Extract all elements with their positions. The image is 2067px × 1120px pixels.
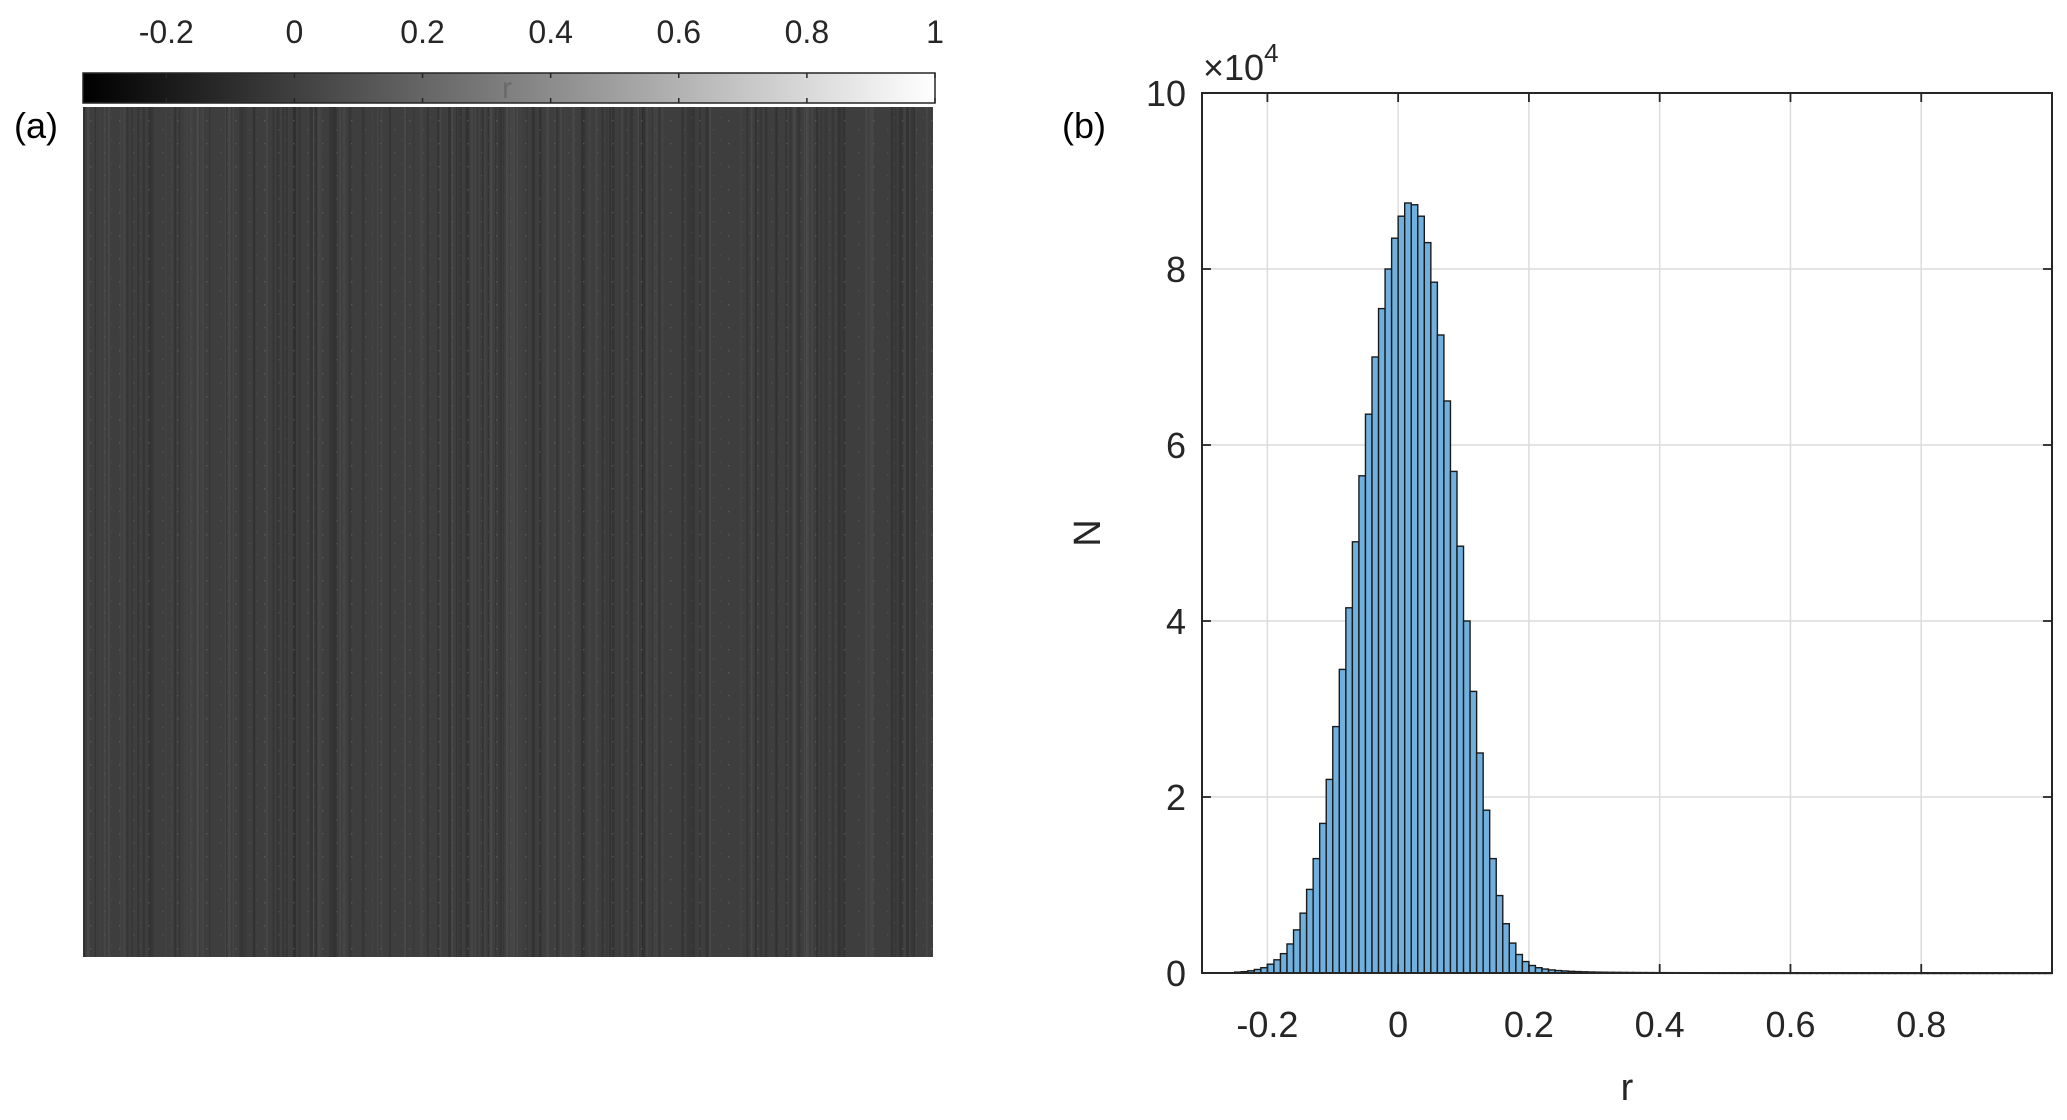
histogram-bar: [1377, 307, 1386, 974]
colorbar-tick-label: 0.4: [528, 14, 572, 50]
histogram-bar: [1345, 607, 1354, 974]
x-tick-label: 0.2: [1504, 1004, 1554, 1045]
histogram-bar: [1299, 912, 1308, 974]
histogram-y-tick-labels: 0 2 4 6 8 10: [1146, 73, 1186, 994]
histogram-bars: [1233, 202, 2053, 975]
colorbar-label: r: [502, 72, 512, 105]
y-tick-label: 10: [1146, 73, 1186, 114]
histogram-bar: [1332, 725, 1341, 974]
colorbar-tick-label: 0: [286, 14, 304, 50]
correlation-image: [83, 107, 933, 957]
colorbar: -0.2 0 0.2 0.4 0.6 0.8 1 r: [82, 14, 944, 105]
y-exponent-power: 4: [1264, 38, 1278, 68]
x-tick-label: -0.2: [1236, 1004, 1298, 1045]
histogram-axes-box: [1201, 92, 2053, 974]
x-tick-label: 0.8: [1896, 1004, 1946, 1045]
colorbar-ticks: [165, 73, 936, 103]
colorbar-tick-label: 0.6: [657, 14, 701, 50]
y-tick-label: 4: [1166, 601, 1186, 642]
histogram-bar: [1443, 400, 1452, 974]
histogram-bar: [1390, 237, 1399, 974]
histogram-bar: [1358, 475, 1367, 974]
histogram-bar: [1417, 215, 1426, 974]
y-axis-label: N: [1067, 519, 1109, 546]
histogram-bar: [1410, 204, 1419, 974]
colorbar-tick-label: -0.2: [139, 14, 194, 50]
histogram-bar: [1502, 923, 1511, 974]
y-tick-label: 6: [1166, 425, 1186, 466]
histogram-bar: [1279, 952, 1288, 974]
histogram-bar: [1338, 668, 1347, 974]
histogram-bar: [1305, 888, 1314, 974]
y-tick-label: 8: [1166, 249, 1186, 290]
histogram-bar: [1423, 241, 1432, 974]
histogram-bar: [1488, 857, 1497, 974]
histogram-bar: [1403, 202, 1412, 974]
histogram-bar: [1515, 953, 1524, 974]
colorbar-tick-labels: -0.2 0 0.2 0.4 0.6 0.8 1: [139, 14, 944, 50]
colorbar-gradient: [82, 72, 936, 104]
histogram-bar: [1351, 541, 1360, 974]
y-exponent-label: ×104: [1203, 38, 1279, 88]
histogram-bar: [1482, 809, 1491, 974]
histogram-bar: [1521, 960, 1530, 974]
histogram-bar: [1495, 894, 1504, 974]
histogram-bar: [1475, 752, 1484, 974]
colorbar-tick-label: 0.2: [400, 14, 444, 50]
histogram-bar: [1469, 690, 1478, 974]
histogram-ticks: [1202, 92, 2052, 974]
histogram-bar: [1325, 778, 1334, 974]
panel-b-label: (b): [1062, 105, 1106, 146]
panel-a: (a) -0.2 0 0.2 0.4 0.6 0.8 1 r: [14, 14, 944, 957]
histogram-bar: [1436, 334, 1445, 974]
histogram-bar: [1286, 943, 1295, 974]
x-tick-label: 0: [1388, 1004, 1408, 1045]
histogram-bar: [1456, 545, 1465, 974]
colorbar-tick-label: 0.8: [785, 14, 829, 50]
x-tick-label: 0.4: [1635, 1004, 1685, 1045]
histogram-bar: [1312, 857, 1321, 974]
x-tick-label: 0.6: [1765, 1004, 1815, 1045]
histogram-bar: [1318, 822, 1327, 974]
histogram-bar: [1364, 413, 1373, 974]
histogram-bar: [1508, 942, 1517, 974]
y-exponent-base: ×10: [1203, 47, 1264, 88]
histogram-bar: [1371, 356, 1380, 974]
x-axis-label: r: [1621, 1067, 1634, 1109]
colorbar-tick-label: 1: [926, 14, 944, 50]
histogram-bar: [1397, 215, 1406, 974]
panel-a-label: (a): [14, 105, 58, 146]
histogram-bar: [1430, 281, 1439, 974]
correlation-image-speckle: [83, 107, 933, 957]
histogram-bar: [1462, 620, 1471, 974]
y-tick-label: 2: [1166, 777, 1186, 818]
histogram-bar: [1292, 929, 1301, 974]
y-tick-label: 0: [1166, 953, 1186, 994]
histogram-bar: [1449, 470, 1458, 974]
histogram-bar: [1528, 964, 1537, 974]
histogram-bar: [1384, 268, 1393, 974]
histogram-bar: [1273, 959, 1282, 974]
histogram-x-tick-labels: -0.2 0 0.2 0.4 0.6 0.8: [1236, 1004, 1946, 1045]
histogram-bar: [1266, 963, 1275, 974]
